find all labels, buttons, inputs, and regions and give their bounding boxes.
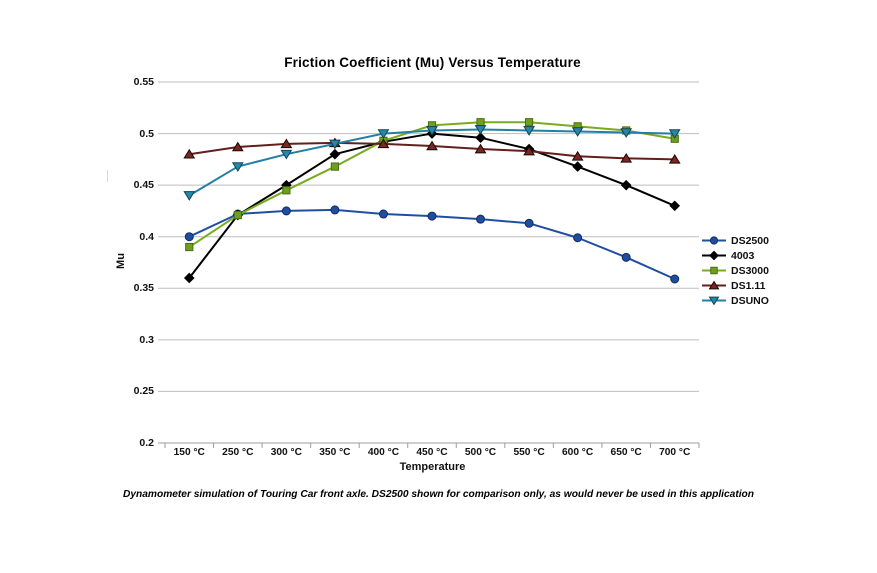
triangle-down-marker-dsuno xyxy=(183,191,196,201)
diamond-marker-4003 xyxy=(572,161,583,172)
legend: DS2500 4003 DS3000 DS1.11 DSUNO xyxy=(702,233,769,308)
triangle-down-marker-dsuno xyxy=(280,149,293,160)
x-tick-label: 150 °C xyxy=(173,447,205,458)
y-tick-label: 0.55 xyxy=(133,76,154,88)
square-marker-ds3000 xyxy=(233,210,242,220)
diamond-marker-4003 xyxy=(669,200,681,212)
x-tick-label: 250 °C xyxy=(222,447,254,458)
triangle-down-marker-dsuno xyxy=(474,125,487,135)
legend-item-ds3000: DS3000 xyxy=(702,263,769,278)
triangle-down-marker-dsuno xyxy=(329,139,341,150)
triangle-down-marker-dsuno xyxy=(377,129,390,139)
circle-marker-ds2500 xyxy=(524,218,534,228)
legend-item-label: DS1.11 xyxy=(731,279,766,292)
y-tick-label: 0.2 xyxy=(139,437,154,449)
circle-marker-ds2500 xyxy=(281,206,291,216)
x-tick-label: 350 °C xyxy=(319,447,351,458)
y-tick-label: 0.35 xyxy=(133,282,154,295)
x-tick-label: 550 °C xyxy=(513,447,545,458)
legend-item-label: 4003 xyxy=(731,249,755,262)
y-tick-label: 0.4 xyxy=(139,230,154,243)
circle-marker-ds2500 xyxy=(573,233,583,243)
series-line-4003 xyxy=(188,132,676,279)
series-4003 xyxy=(183,128,681,284)
triangle-up-marker-ds1-11 xyxy=(668,153,681,164)
series-dsuno xyxy=(183,125,681,201)
y-axis-title: Mu xyxy=(115,253,127,269)
x-tick-label: 300 °C xyxy=(270,447,302,458)
y-tick-label: 0.25 xyxy=(133,385,154,398)
square-legend-marker-icon xyxy=(702,266,726,275)
circle-marker-ds2500 xyxy=(184,232,194,242)
triangle-down-marker-dsuno xyxy=(668,129,681,139)
triangle-down-marker-dsuno xyxy=(523,126,535,136)
x-tick-label: 650 °C xyxy=(610,447,642,458)
diamond-marker-4003 xyxy=(475,132,486,144)
circle-marker-ds2500 xyxy=(476,214,486,224)
triangle-down-legend-glyph xyxy=(708,296,720,306)
triangle-up-marker-ds1-11 xyxy=(377,138,390,149)
triangle-up-marker-ds1-11 xyxy=(620,152,633,163)
circle-marker-ds2500 xyxy=(621,252,631,262)
circle-marker-ds2500 xyxy=(427,211,437,221)
legend-item-label: DSUNO xyxy=(731,294,769,307)
square-marker-ds3000 xyxy=(282,186,291,195)
x-tick-label: 450 °C xyxy=(416,447,448,458)
diamond-marker-4003 xyxy=(620,179,632,191)
triangle-up-marker-ds1-11 xyxy=(183,148,196,159)
triangle-up-legend-glyph xyxy=(708,280,720,290)
series-ds1-11 xyxy=(183,137,681,164)
circle-legend-glyph xyxy=(709,236,719,245)
diamond-legend-marker-icon xyxy=(702,250,726,261)
triangle-down-marker-dsuno xyxy=(231,162,244,172)
legend-item-ds1-11: DS1.11 xyxy=(702,278,769,293)
legend-item-ds2500: DS2500 xyxy=(702,233,769,248)
x-axis-title: Temperature xyxy=(399,461,466,473)
diamond-marker-4003 xyxy=(183,272,195,284)
square-marker-ds3000 xyxy=(185,242,194,252)
square-marker-ds3000 xyxy=(476,118,485,127)
triangle-up-marker-ds1-11 xyxy=(231,141,244,152)
triangle-down-marker-dsuno xyxy=(620,128,633,138)
y-tick-label: 0.3 xyxy=(139,333,154,346)
square-legend-glyph xyxy=(710,266,718,275)
legend-item-4003: 4003 xyxy=(702,248,769,263)
diamond-marker-4003 xyxy=(329,148,341,160)
circle-marker-ds2500 xyxy=(330,205,340,215)
x-tick-label: 700 °C xyxy=(659,447,691,458)
series-ds2500 xyxy=(184,205,680,284)
triangle-up-marker-ds1-11 xyxy=(523,145,535,156)
x-tick-label: 400 °C xyxy=(367,447,400,458)
triangle-down-marker-dsuno xyxy=(571,127,584,137)
triangle-down-legend-marker-icon xyxy=(702,296,726,306)
circle-marker-ds2500 xyxy=(378,209,388,219)
x-tick-label: 600 °C xyxy=(561,447,594,458)
triangle-up-marker-ds1-11 xyxy=(426,140,438,151)
square-marker-ds3000 xyxy=(524,118,534,127)
triangle-up-marker-ds1-11 xyxy=(280,138,293,149)
caption: Dynamometer simulation of Touring Car fr… xyxy=(123,489,754,500)
circle-marker-ds2500 xyxy=(670,274,680,284)
legend-item-dsuno: DSUNO xyxy=(702,293,769,308)
diamond-legend-glyph xyxy=(709,250,719,261)
stray-mark xyxy=(107,170,108,182)
triangle-down-marker-dsuno xyxy=(426,126,438,136)
triangle-up-marker-ds1-11 xyxy=(474,143,487,154)
triangle-up-marker-ds1-11 xyxy=(571,150,584,161)
x-tick-label: 500 °C xyxy=(464,447,497,458)
square-marker-ds3000 xyxy=(330,162,340,171)
chart-title: Friction Coefficient (Mu) Versus Tempera… xyxy=(284,55,581,70)
y-tick-label: 0.45 xyxy=(133,179,154,192)
legend-item-label: DS3000 xyxy=(731,264,769,277)
legend-item-label: DS2500 xyxy=(731,234,769,247)
y-tick-label: 0.5 xyxy=(139,127,154,140)
circle-legend-marker-icon xyxy=(702,236,726,245)
triangle-up-legend-marker-icon xyxy=(702,280,726,290)
